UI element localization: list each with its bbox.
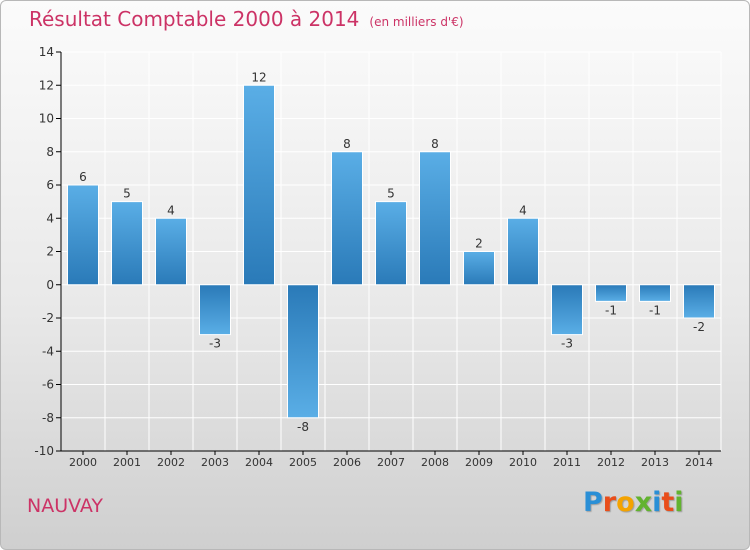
bars [67, 84, 715, 419]
y-tick-label: 2 [46, 245, 54, 259]
bar-2012 [595, 284, 627, 302]
x-tick-label: 2008 [421, 456, 449, 469]
y-tick-label: 12 [39, 78, 54, 92]
x-tick-label: 2009 [465, 456, 493, 469]
x-tick-label: 2006 [333, 456, 361, 469]
y-tick-label: 0 [46, 278, 54, 292]
bar-value-label: -2 [693, 320, 705, 334]
bar-value-label: 4 [167, 203, 175, 217]
bar-value-label: 4 [519, 203, 527, 217]
bar-value-label: 5 [387, 187, 395, 201]
y-tick-label: -4 [42, 344, 54, 358]
bar-value-label: 12 [251, 70, 266, 84]
chart-title: Résultat Comptable 2000 à 2014 (en millie… [29, 7, 464, 31]
y-tick-label: -2 [42, 311, 54, 325]
bar-value-label: 5 [123, 187, 131, 201]
proxiti-logo: Proxiti [583, 487, 684, 518]
bar-value-label: 2 [475, 237, 483, 251]
x-tick-label: 2011 [553, 456, 581, 469]
axes [56, 51, 721, 455]
labels: -10 -8 -6 -4 -2 0 2 4 6 8 10 12 14 6 2000 5 2001 4 2002 -3 2… [34, 45, 713, 469]
y-tick-label: 4 [46, 211, 54, 225]
x-tick-label: 2007 [377, 456, 405, 469]
bar-2001 [111, 201, 143, 286]
x-tick-label: 2002 [157, 456, 185, 469]
bar-value-label: -8 [297, 420, 309, 434]
y-tick-label: 14 [39, 45, 54, 59]
title-unit: (en milliers d'€) [369, 15, 464, 29]
bar-value-label: 8 [343, 137, 351, 151]
bar-2011 [551, 284, 583, 336]
bar-2005 [287, 284, 319, 419]
x-tick-label: 2012 [597, 456, 625, 469]
x-tick-label: 2004 [245, 456, 273, 469]
y-tick-label: 6 [46, 178, 54, 192]
bar-2014 [683, 284, 715, 319]
y-tick-label: 10 [39, 112, 54, 126]
x-tick-label: 2001 [113, 456, 141, 469]
y-tick-label: 8 [46, 145, 54, 159]
bar-2002 [155, 217, 187, 286]
title-text: Résultat Comptable 2000 à 2014 [29, 7, 360, 31]
bar-value-label: -3 [561, 337, 573, 351]
bar-2003 [199, 284, 231, 336]
bar-2006 [331, 151, 363, 286]
bar-value-label: -3 [209, 337, 221, 351]
y-tick-label: -8 [42, 411, 54, 425]
x-tick-label: 2005 [289, 456, 317, 469]
bar-value-label: -1 [649, 303, 661, 317]
x-tick-label: 2003 [201, 456, 229, 469]
bar-value-label: 8 [431, 137, 439, 151]
bar-2013 [639, 284, 671, 302]
x-tick-label: 2013 [641, 456, 669, 469]
bar-2010 [507, 217, 539, 286]
commune-name: NAUVAY [27, 495, 104, 517]
x-tick-label: 2000 [69, 456, 97, 469]
bar-2008 [419, 151, 451, 286]
x-tick-label: 2010 [509, 456, 537, 469]
bar-2004 [243, 84, 275, 286]
bar-2000 [67, 184, 99, 286]
x-tick-label: 2014 [685, 456, 713, 469]
bar-value-label: -1 [605, 303, 617, 317]
bar-value-label: 6 [79, 170, 87, 184]
bar-2007 [375, 201, 407, 286]
bar-2009 [463, 251, 495, 286]
y-tick-label: -6 [42, 378, 54, 392]
y-tick-label: -10 [34, 444, 54, 458]
